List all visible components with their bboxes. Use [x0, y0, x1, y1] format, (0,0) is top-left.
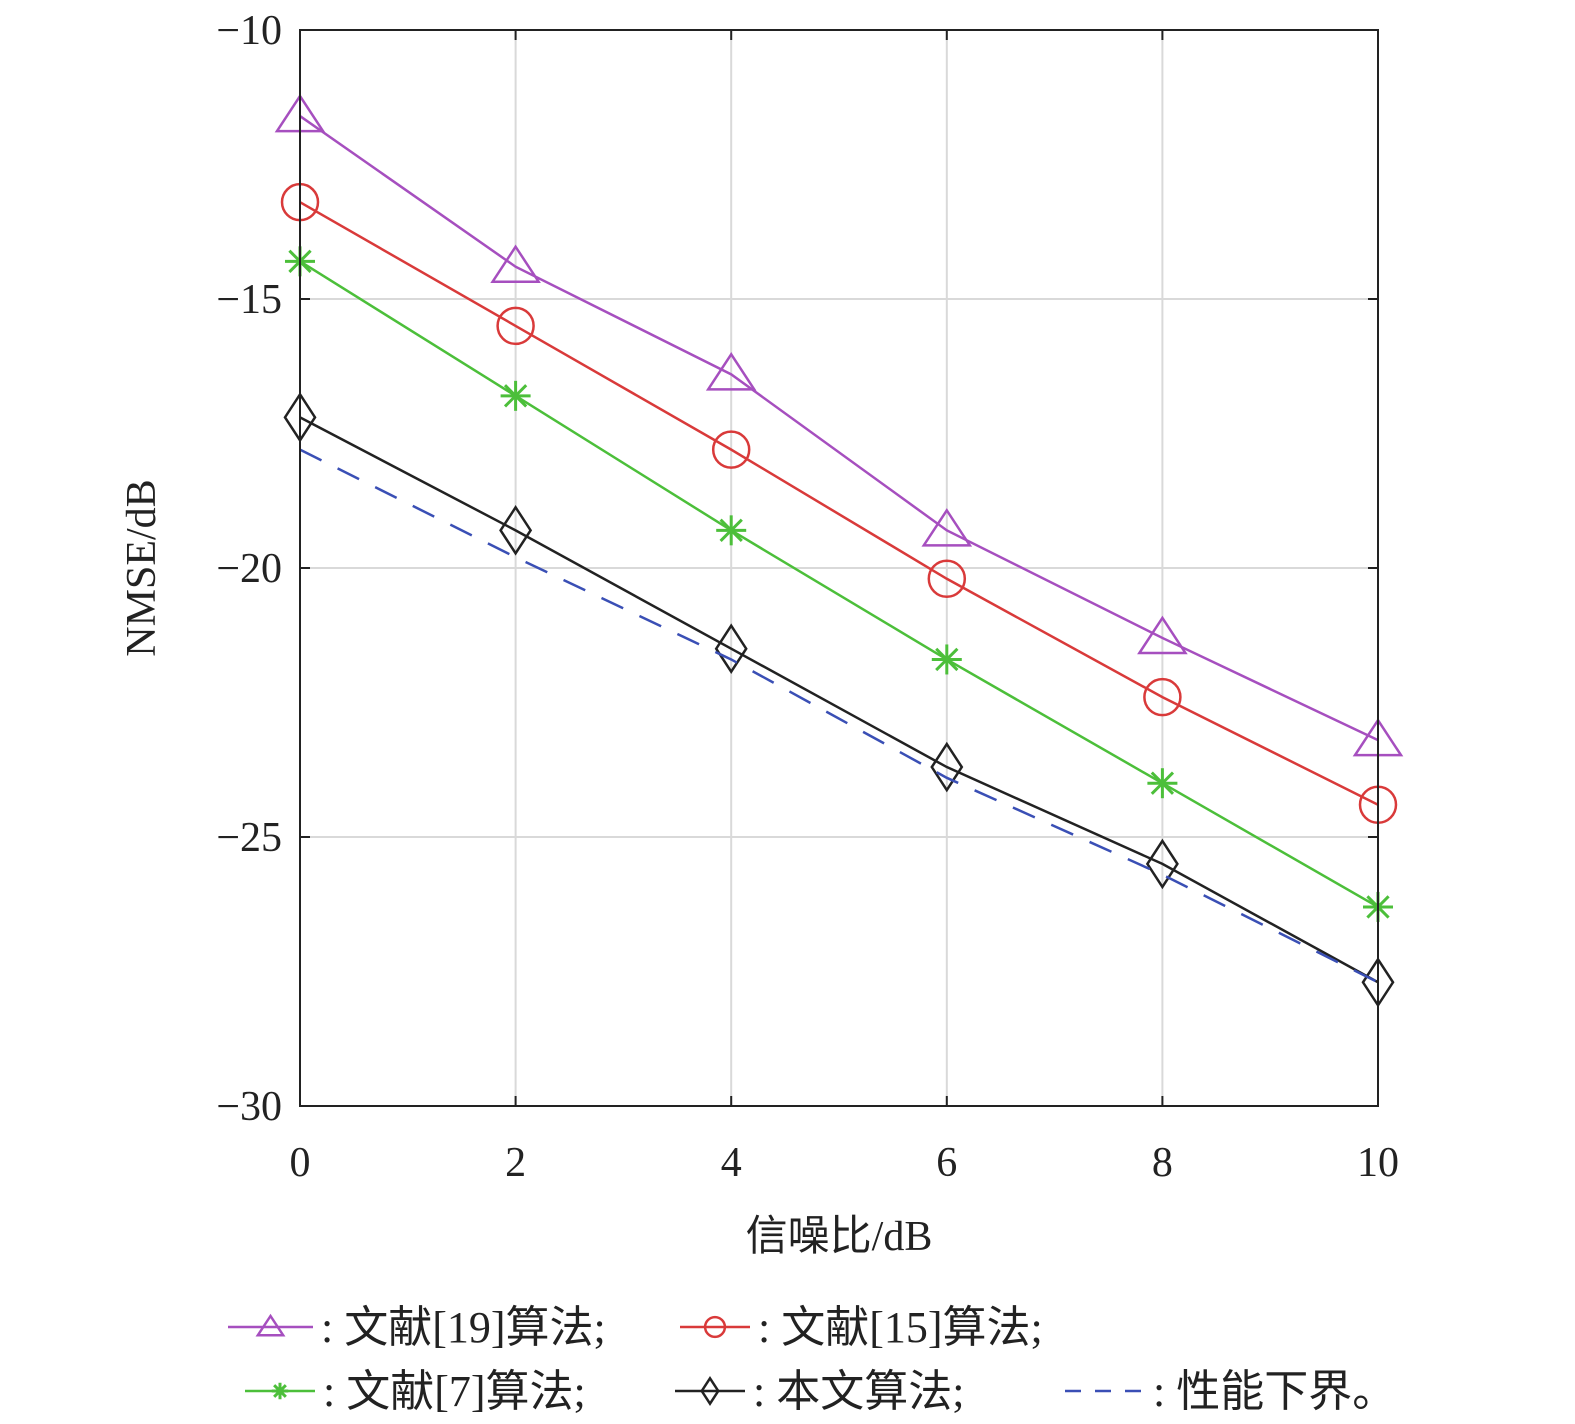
legend-label: : 性能下界。: [1153, 1367, 1396, 1416]
series-bound: [299, 448, 1379, 984]
series-line: [299, 115, 1379, 742]
legend-item: : 文献[7]算法;: [245, 1367, 586, 1416]
series-line: [299, 201, 1379, 806]
marker-diamond: [714, 623, 748, 674]
x-tick-label: 8: [1152, 1140, 1173, 1186]
y-tick-label: −15: [216, 277, 282, 323]
marker-diamond: [1145, 838, 1179, 890]
legend-item: : 本文算法;: [675, 1367, 964, 1416]
x-tick-label: 4: [721, 1140, 742, 1186]
legend-item: : 性能下界。: [1065, 1367, 1396, 1416]
legend-label: : 文献[15]算法;: [758, 1303, 1043, 1352]
legend-item: : 文献[19]算法;: [228, 1303, 606, 1352]
y-tick-label: −30: [216, 1084, 282, 1130]
marker-star: [271, 1382, 289, 1400]
axis-ticks: 0 2 4 6 8 10 −10 −15 −20 −25 −30: [216, 8, 1399, 1186]
marker-triangle: [705, 352, 757, 391]
marker-triangle: [255, 1313, 286, 1337]
marker-diamond: [930, 741, 964, 793]
marker-star: [716, 515, 747, 546]
series-19: [274, 93, 1404, 757]
grid-lines: [299, 29, 1379, 1107]
marker-star: [1147, 768, 1178, 799]
series-line: [299, 260, 1379, 909]
marker-star: [931, 644, 962, 675]
x-axis-label: 信噪比/dB: [746, 1214, 933, 1260]
marker-star: [500, 380, 531, 411]
marker-diamond: [499, 505, 533, 556]
marker-circle: [927, 559, 967, 599]
series-line: [299, 448, 1379, 984]
y-axis-label: NMSE/dB: [119, 479, 165, 656]
x-tick-label: 0: [290, 1140, 311, 1186]
x-tick-label: 6: [936, 1140, 957, 1186]
series-15: [280, 182, 1398, 824]
series-proposed: [283, 392, 1395, 1008]
series-7: [285, 246, 1393, 922]
marker-circle: [703, 1315, 727, 1339]
series-layer: [274, 93, 1404, 1008]
marker-circle: [496, 306, 535, 346]
y-tick-label: −10: [216, 8, 282, 54]
marker-triangle: [490, 244, 541, 283]
x-tick-label: 10: [1357, 1140, 1399, 1186]
legend: : 文献[19]算法; : 文献[15]算法; : 文献[7]算法; : 本文算法;:…: [228, 1303, 1396, 1416]
legend-item: : 文献[15]算法;: [680, 1303, 1043, 1352]
y-tick-label: −25: [216, 815, 282, 861]
series-line: [299, 416, 1379, 984]
x-tick-label: 2: [505, 1140, 526, 1186]
marker-circle: [1143, 677, 1182, 717]
legend-label: : 本文算法;: [753, 1367, 964, 1416]
y-tick-label: −20: [216, 546, 282, 592]
marker-circle: [711, 430, 751, 469]
marker-triangle: [1137, 615, 1188, 655]
legend-label: : 文献[7]算法;: [323, 1367, 586, 1416]
marker-diamond: [700, 1376, 720, 1406]
marker-triangle: [921, 508, 973, 547]
legend-label: : 文献[19]算法;: [321, 1303, 606, 1352]
